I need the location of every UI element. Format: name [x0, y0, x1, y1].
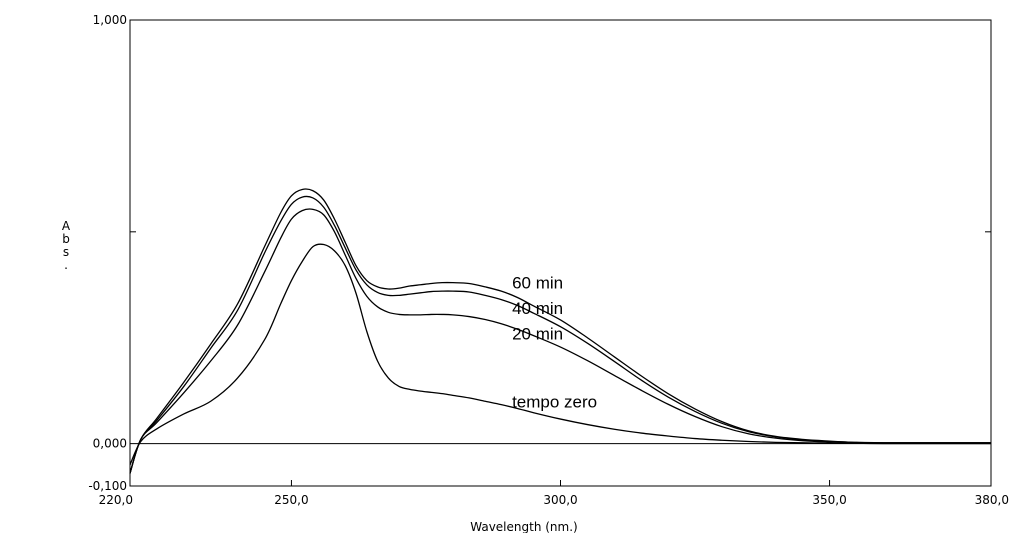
y-tick-label: 0,000: [93, 437, 127, 451]
series-label-20-min: 20 min: [512, 324, 563, 343]
series-line-40-min: [129, 195, 991, 474]
x-tick-label: 380,0: [975, 493, 1009, 507]
plot-frame: [129, 19, 992, 487]
y-tick-label: -0,100: [88, 479, 127, 493]
series-line-tempo-zero: [129, 243, 991, 466]
series-line-20-min: [129, 208, 991, 474]
y-axis-ticks: 1,000 0,000 -0,100: [88, 13, 991, 493]
y-tick-label: 1,000: [93, 13, 127, 27]
x-axis-label: Wavelength (nm.): [470, 520, 577, 533]
series-label-60-min: 60 min: [512, 274, 563, 293]
series-label-40-min: 40 min: [512, 299, 563, 318]
series-lines: [129, 188, 991, 474]
x-tick-label: 350,0: [812, 493, 846, 507]
x-tick-label: 300,0: [543, 493, 577, 507]
series-labels: 60 min 40 min 20 min tempo zero: [512, 274, 597, 412]
x-tick-label: 250,0: [274, 493, 308, 507]
x-tick-label: 220,0: [99, 493, 133, 507]
series-label-tempo-zero: tempo zero: [512, 392, 597, 411]
x-axis-ticks: 220,0 250,0 300,0 350,0 380,0: [99, 480, 1009, 507]
